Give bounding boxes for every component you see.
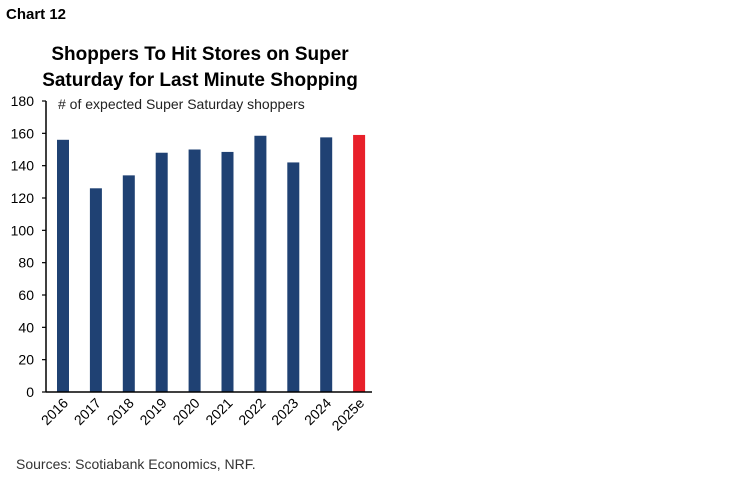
chart-title: Shoppers To Hit Stores on Super Saturday… bbox=[30, 42, 370, 94]
bar-2017 bbox=[89, 188, 102, 392]
x-tick-label: 2023 bbox=[268, 395, 301, 428]
chart-title-line-1: Shoppers To Hit Stores on Super bbox=[51, 44, 349, 65]
x-tick-label: 2017 bbox=[71, 395, 104, 428]
x-tick-label: 2021 bbox=[202, 395, 235, 428]
x-tick-label: 2019 bbox=[136, 395, 169, 428]
bar-2018 bbox=[122, 175, 135, 392]
chart-title-line-2: Saturday for Last Minute Shopping bbox=[42, 70, 358, 91]
y-tick-label: 180 bbox=[11, 93, 35, 109]
x-tick-label: 2020 bbox=[169, 395, 202, 428]
x-tick-label: 2025e bbox=[328, 395, 367, 434]
x-tick-label: 2022 bbox=[235, 395, 268, 428]
x-tick-label: 2018 bbox=[104, 395, 137, 428]
chart-label: Chart 12 bbox=[6, 6, 67, 23]
y-tick-label: 40 bbox=[18, 319, 34, 335]
y-tick-label: 160 bbox=[11, 125, 35, 141]
y-tick-label: 80 bbox=[18, 255, 34, 271]
bar-2024 bbox=[320, 137, 333, 392]
y-tick-label: 0 bbox=[26, 384, 34, 400]
bar-2020 bbox=[188, 149, 201, 392]
y-tick-label: 140 bbox=[11, 158, 35, 174]
y-axis: 0 20 40 60 80 100 120 140 160 180 bbox=[11, 93, 47, 400]
y-tick-label: 20 bbox=[18, 352, 34, 368]
bar-2022 bbox=[254, 135, 267, 392]
y-tick-label: 120 bbox=[11, 190, 35, 206]
chart-annotation: # of expected Super Saturday shoppers bbox=[58, 96, 305, 112]
bar-2016 bbox=[57, 139, 69, 392]
bar-2019 bbox=[155, 152, 168, 392]
bars bbox=[57, 134, 366, 392]
y-tick-label: 60 bbox=[18, 287, 34, 303]
source-note: Sources: Scotiabank Economics, NRF. bbox=[16, 456, 256, 472]
x-tick-label: 2016 bbox=[38, 395, 71, 428]
bar-2025e bbox=[353, 134, 366, 392]
bar-2023 bbox=[287, 162, 300, 392]
x-axis: 2016 2017 2018 2019 2020 2021 2022 2023 20242025… bbox=[38, 391, 372, 434]
y-tick-label: 100 bbox=[11, 222, 35, 238]
bar-2021 bbox=[221, 151, 234, 392]
